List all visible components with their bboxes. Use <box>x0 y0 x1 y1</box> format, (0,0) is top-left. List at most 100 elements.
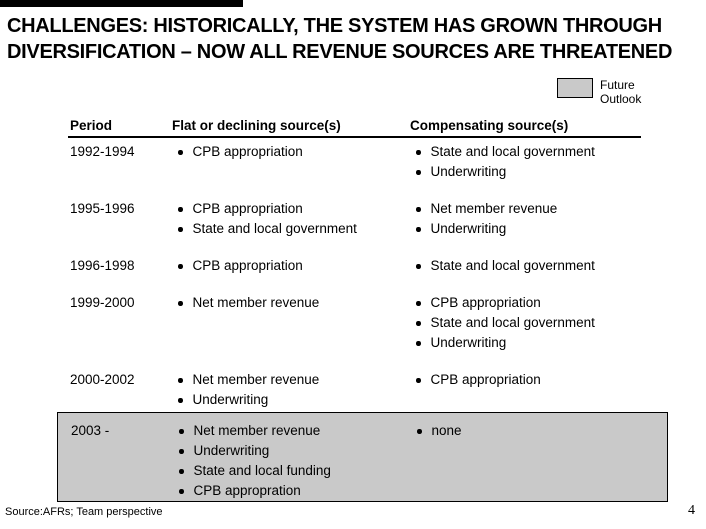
period-cell: 2003 - <box>71 423 110 438</box>
bullet-item: CPB appropriation <box>410 370 668 390</box>
bullet-item-label: State and local government <box>192 221 357 236</box>
bullet-icon <box>178 378 183 383</box>
bullet-icon <box>178 301 183 306</box>
sources-cell: CPB appropriation State and local governm… <box>172 199 410 239</box>
bullet-item: Net member revenue <box>173 421 411 441</box>
bullet-icon <box>179 489 184 494</box>
bullet-item-label: Net member revenue <box>192 372 320 387</box>
bullet-icon <box>178 264 183 269</box>
slide-title-line2: DIVERSIFICATION – NOW ALL REVENUE SOURCE… <box>7 41 673 63</box>
bullet-icon <box>179 469 184 474</box>
bullet-icon <box>416 227 421 232</box>
bullet-icon <box>416 301 421 306</box>
sources-cell: CPB appropriation <box>172 256 410 276</box>
bullet-item: State and local government <box>410 313 668 333</box>
col-header-flat-declining: Flat or declining source(s) <box>172 118 341 133</box>
bullet-item-label: Net member revenue <box>192 295 320 310</box>
table-header-row: Period Flat or declining source(s) Compe… <box>57 117 668 134</box>
revenue-sources-table: Period Flat or declining source(s) Compe… <box>57 117 668 502</box>
sources-cell: Net member revenue Underwriting <box>172 370 410 410</box>
bullet-icon <box>178 398 183 403</box>
sources-cell: State and local government Underwriting <box>410 142 668 182</box>
sources-cell: Net member revenue <box>172 293 410 353</box>
source-note: Source:AFRs; Team perspective <box>5 506 163 518</box>
bullet-item: State and local government <box>410 142 668 162</box>
table-row: 1995-1996 CPB appropriation State and loca… <box>57 199 668 239</box>
bullet-item: State and local funding <box>173 461 411 481</box>
page-number: 4 <box>688 503 695 518</box>
bullet-icon <box>179 449 184 454</box>
bullet-icon <box>416 207 421 212</box>
bullet-icon <box>416 341 421 346</box>
table-row-highlighted: 2003 - Net member revenue Underwriting Stat… <box>57 412 668 502</box>
bullet-icon <box>416 150 421 155</box>
bullet-item: CPB appropration <box>173 481 411 501</box>
bullet-item: CPB appropriation <box>172 256 410 276</box>
future-outlook-legend: Future Outlook <box>557 78 652 106</box>
bullet-icon <box>179 429 184 434</box>
bullet-icon <box>416 264 421 269</box>
bullet-item-label: CPB appropration <box>193 483 301 498</box>
sources-cell: none <box>411 421 667 501</box>
sources-cell: Net member revenue Underwriting <box>410 199 668 239</box>
col-header-period: Period <box>70 118 113 133</box>
bullet-item: State and local government <box>172 219 410 239</box>
bullet-item: Underwriting <box>410 219 668 239</box>
future-outlook-swatch-icon <box>557 78 593 98</box>
period-cell: 2000-2002 <box>70 372 135 387</box>
bullet-item-label: CPB appropriation <box>430 372 541 387</box>
bullet-item: CPB appropriation <box>172 142 410 162</box>
bullet-icon <box>416 378 421 383</box>
top-left-bar <box>0 0 243 7</box>
slide-title: CHALLENGES: HISTORICALLY, THE SYSTEM HAS… <box>7 13 672 65</box>
bullet-item-label: State and local government <box>430 258 595 273</box>
bullet-item: Net member revenue <box>410 199 668 219</box>
period-cell: 1992-1994 <box>70 144 135 159</box>
bullet-item-label: CPB appropriation <box>430 295 541 310</box>
bullet-item-label: State and local funding <box>193 463 331 478</box>
bullet-item-label: Underwriting <box>430 335 507 350</box>
bullet-item-label: CPB appropriation <box>192 144 303 159</box>
period-cell: 1999-2000 <box>70 295 135 310</box>
header-rule <box>68 136 641 138</box>
sources-cell: State and local government <box>410 256 668 276</box>
bullet-item-label: State and local government <box>430 315 595 330</box>
slide-title-line1: CHALLENGES: HISTORICALLY, THE SYSTEM HAS… <box>7 15 662 37</box>
bullet-item: Net member revenue <box>172 370 410 390</box>
table-row: 1999-2000 Net member revenue CPB appropria… <box>57 293 668 353</box>
bullet-item-label: Underwriting <box>192 392 269 407</box>
table-row: 1996-1998 CPB appropriation State and loca… <box>57 256 668 276</box>
bullet-item-label: State and local government <box>430 144 595 159</box>
future-outlook-label: Future Outlook <box>600 78 642 106</box>
bullet-icon <box>417 429 422 434</box>
sources-cell: CPB appropriation State and local governm… <box>410 293 668 353</box>
table-row: 2000-2002 Net member revenue Underwriting C… <box>57 370 668 410</box>
period-cell: 1996-1998 <box>70 258 135 273</box>
bullet-item: CPB appropriation <box>172 199 410 219</box>
bullet-item-label: none <box>431 423 462 438</box>
bullet-item: CPB appropriation <box>410 293 668 313</box>
bullet-icon <box>178 207 183 212</box>
sources-cell: Net member revenue Underwriting State and … <box>173 421 411 501</box>
period-cell: 1995-1996 <box>70 201 135 216</box>
bullet-item-label: Underwriting <box>430 164 507 179</box>
bullet-item: Underwriting <box>410 162 668 182</box>
bullet-icon <box>178 227 183 232</box>
bullet-item-label: Net member revenue <box>430 201 558 216</box>
bullet-item-label: CPB appropriation <box>192 201 303 216</box>
bullet-item: Underwriting <box>410 333 668 353</box>
bullet-item: Underwriting <box>172 390 410 410</box>
bullet-item: State and local government <box>410 256 668 276</box>
bullet-icon <box>178 150 183 155</box>
table-row: 1992-1994 CPB appropriation State and loca… <box>57 142 668 182</box>
bullet-item-label: Underwriting <box>430 221 507 236</box>
sources-cell: CPB appropriation <box>410 370 668 410</box>
bullet-item: none <box>411 421 667 441</box>
col-header-compensating: Compensating source(s) <box>410 118 569 133</box>
bullet-icon <box>416 170 421 175</box>
bullet-item: Net member revenue <box>172 293 410 313</box>
bullet-item: Underwriting <box>173 441 411 461</box>
sources-cell: CPB appropriation <box>172 142 410 182</box>
bullet-item-label: Underwriting <box>193 443 270 458</box>
